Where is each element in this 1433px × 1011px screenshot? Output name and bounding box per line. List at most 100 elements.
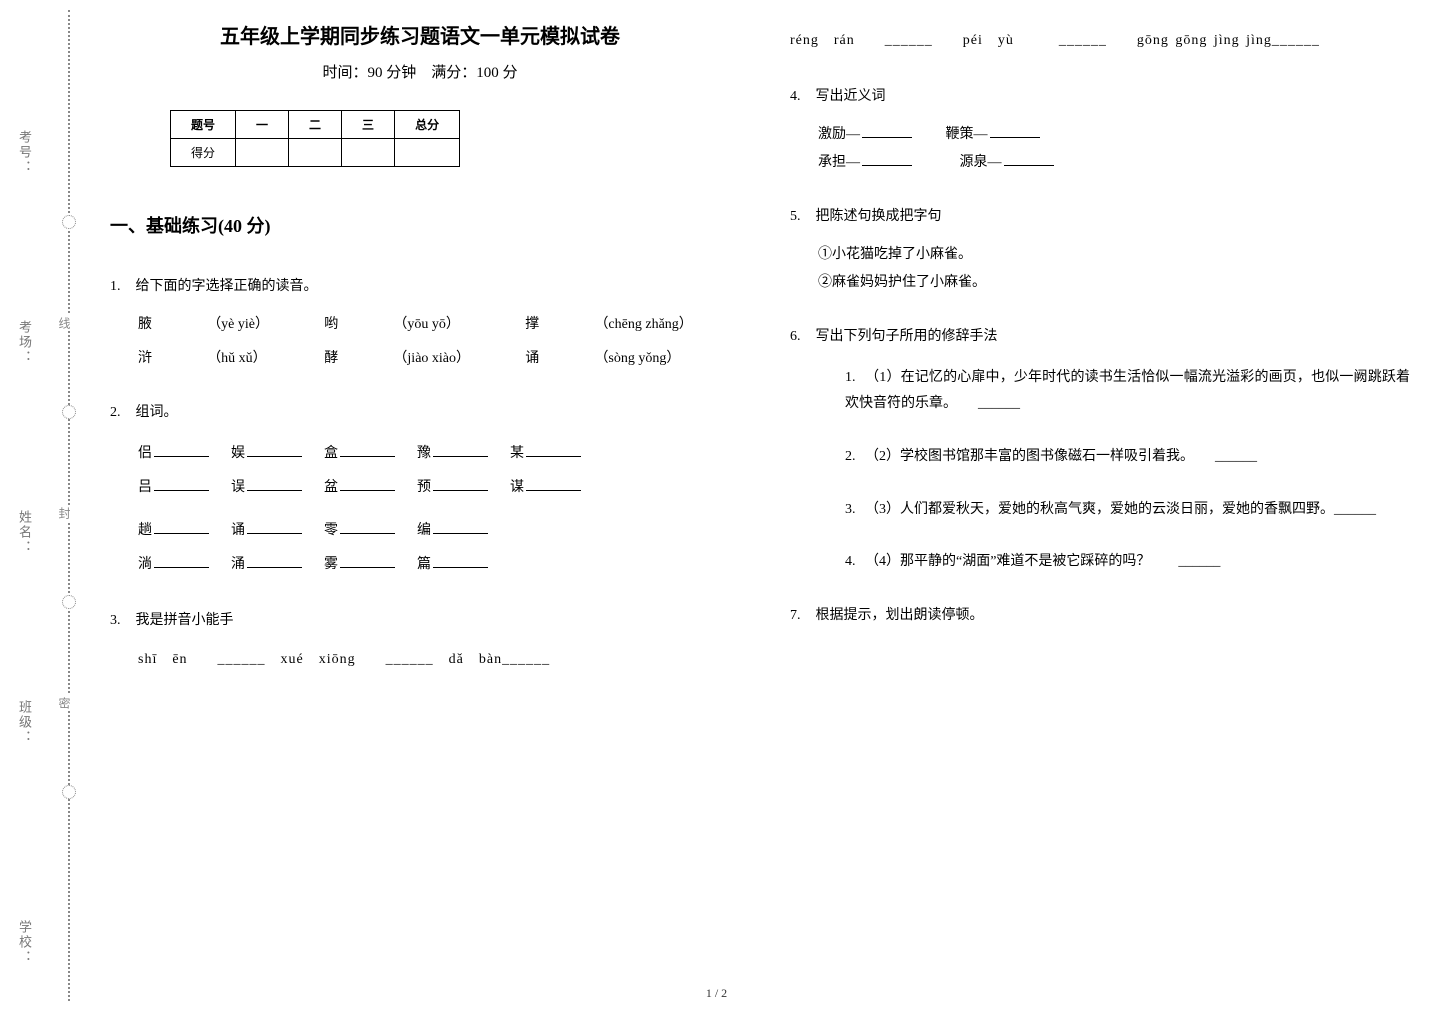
pinyin-option: （yōu yō） [393, 311, 507, 339]
word-char: 盆 [324, 471, 397, 505]
fill-blank [433, 520, 488, 534]
word-char: 吕 [138, 471, 211, 505]
rhetoric-item: 1. （1）在记忆的心扉中，少年时代的读书生活恰似一幅流光溢彩的画页，也似一阙跳… [845, 365, 1410, 418]
q-number: 6. [790, 323, 812, 351]
fill-blank [154, 443, 209, 457]
word-char: 盒 [324, 437, 397, 471]
pinyin-option: （hǔ xǔ） [207, 345, 306, 373]
question-4: 4. 写出近义词 激励— 鞭策— 承担— 源泉— [790, 83, 1410, 177]
pinyin-option: （chēng zhǎng） [594, 311, 730, 339]
word-char: 雾 [324, 548, 397, 582]
sub-number: 2. [845, 449, 856, 464]
word-grid: 侣 娱 盒 豫 某 吕 误 盆 预 谋 趟 诵 零 编 淌 涌 雾 篇 [110, 437, 730, 581]
exam-subtitle: 时间：90 分钟 满分：100 分 [110, 61, 730, 82]
char: 诵 [525, 345, 576, 373]
binding-circle [62, 595, 76, 609]
fill-blank [247, 443, 302, 457]
question-3: 3. 我是拼音小能手 shī ēn ______ xué xiōng _____… [110, 607, 730, 676]
rhetoric-item: 3. （3）人们都爱秋天，爱她的秋高气爽，爱她的云淡日丽，爱她的香飘四野。___… [845, 497, 1410, 524]
sub-text: （4）那平静的“湖面”难道不是被它踩碎的吗？ ______ [865, 554, 1220, 569]
q-text: 根据提示，划出朗读停顿。 [816, 608, 984, 623]
q-number: 4. [790, 83, 812, 111]
pinyin-option: （sòng yǒng） [594, 345, 730, 373]
synonym-label: 激励— [818, 127, 860, 142]
binding-margin: 考号： 考场： 姓名： 班级： 学校： 线 封 密 [0, 0, 105, 1011]
left-column: 五年级上学期同步练习题语文一单元模拟试卷 时间：90 分钟 满分：100 分 题… [110, 20, 730, 702]
score-cell [395, 139, 460, 167]
word-char: 预 [417, 471, 490, 505]
sub-number: 3. [845, 502, 856, 517]
fill-blank [154, 520, 209, 534]
q-number: 2. [110, 399, 132, 427]
synonym-label: 鞭策— [946, 127, 988, 142]
synonym-label: 源泉— [960, 155, 1002, 170]
synonym-label: 承担— [818, 155, 860, 170]
sub-text: （3）人们都爱秋天，爱她的秋高气爽，爱她的云淡日丽，爱她的香飘四野。______ [865, 502, 1376, 517]
score-row-label: 得分 [171, 139, 236, 167]
word-char: 豫 [417, 437, 490, 471]
sub-number: 4. [845, 554, 856, 569]
binding-seg-label: 密 [56, 695, 73, 711]
sentence-item: ②麻雀妈妈护住了小麻雀。 [818, 269, 1410, 297]
sentence-item: ①小花猫吃掉了小麻雀。 [818, 241, 1410, 269]
q-number: 7. [790, 602, 812, 630]
fill-blank [526, 443, 581, 457]
binding-seg-label: 线 [56, 315, 73, 331]
word-char: 篇 [417, 548, 490, 582]
word-char: 零 [324, 514, 397, 548]
fill-blank [433, 443, 488, 457]
rhetoric-item: 4. （4）那平静的“湖面”难道不是被它踩碎的吗？ ______ [845, 549, 1410, 576]
word-char: 谋 [510, 471, 583, 505]
q-text: 把陈述句换成把字句 [816, 209, 942, 224]
q-text: 写出下列句子所用的修辞手法 [816, 329, 998, 344]
char: 哟 [324, 311, 375, 339]
score-col: 三 [342, 111, 395, 139]
exam-title: 五年级上学期同步练习题语文一单元模拟试卷 [110, 20, 730, 49]
char: 酵 [324, 345, 375, 373]
q-number: 5. [790, 203, 812, 231]
fill-blank [433, 554, 488, 568]
sub-number: 1. [845, 370, 856, 385]
binding-label: 考场： [15, 320, 34, 365]
question-7: 7. 根据提示，划出朗读停顿。 [790, 602, 1410, 630]
question-6: 6. 写出下列句子所用的修辞手法 1. （1）在记忆的心扉中，少年时代的读书生活… [790, 323, 1410, 576]
fill-blank [433, 477, 488, 491]
word-char: 误 [231, 471, 304, 505]
fill-blank [862, 124, 912, 138]
binding-label: 学校： [15, 920, 34, 965]
char: 撑 [525, 311, 576, 339]
binding-label: 姓名： [15, 510, 34, 555]
fill-blank [154, 554, 209, 568]
right-column: réng rán ______ péi yù ______ gōng gōng … [790, 20, 1410, 702]
question-2: 2. 组词。 侣 娱 盒 豫 某 吕 误 盆 预 谋 趟 诵 零 编 淌 涌 雾… [110, 399, 730, 581]
q-text: 给下面的字选择正确的读音。 [136, 279, 318, 294]
score-col: 一 [236, 111, 289, 139]
fill-blank [990, 124, 1040, 138]
pronounce-grid: 腋 （yè yiè） 哟 （yōu yō） 撑 （chēng zhǎng） 浒 … [138, 311, 730, 373]
fill-blank [1004, 152, 1054, 166]
sub-text: （2）学校图书馆那丰富的图书像磁石一样吸引着我。 ______ [865, 449, 1257, 464]
binding-label: 班级： [15, 700, 34, 745]
fill-blank [340, 477, 395, 491]
q-text: 写出近义词 [816, 89, 886, 104]
fill-blank [247, 520, 302, 534]
question-1: 1. 给下面的字选择正确的读音。 腋 （yè yiè） 哟 （yōu yō） 撑… [110, 273, 730, 373]
binding-label: 考号： [15, 130, 34, 175]
sub-text: （1）在记忆的心扉中，少年时代的读书生活恰似一幅流光溢彩的画页，也似一阙跳跃着欢… [845, 370, 1410, 412]
binding-circle [62, 215, 76, 229]
q-number: 3. [110, 607, 132, 635]
score-col: 总分 [395, 111, 460, 139]
word-char: 娱 [231, 437, 304, 471]
score-col: 二 [289, 111, 342, 139]
fill-blank [154, 477, 209, 491]
q-text: 我是拼音小能手 [136, 613, 234, 628]
q-number: 1. [110, 273, 132, 301]
synonym-row: 激励— 鞭策— [818, 121, 1410, 149]
word-char: 侣 [138, 437, 211, 471]
word-char: 趟 [138, 514, 211, 548]
score-col: 题号 [171, 111, 236, 139]
score-table: 题号 一 二 三 总分 得分 [170, 110, 460, 167]
synonym-row: 承担— 源泉— [818, 149, 1410, 177]
score-cell [236, 139, 289, 167]
word-char: 淌 [138, 548, 211, 582]
